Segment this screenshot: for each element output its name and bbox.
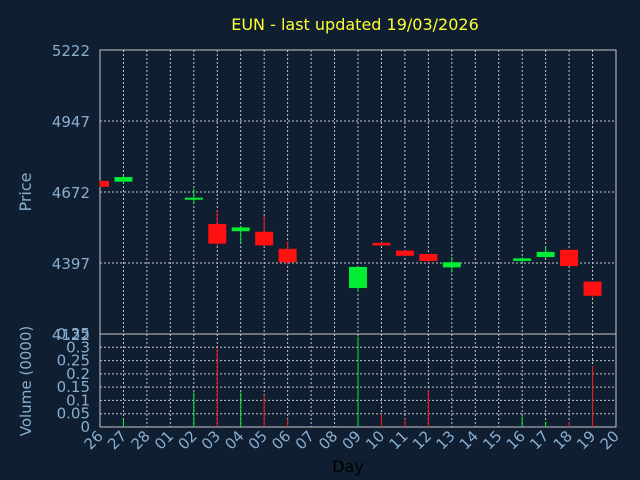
day-tick-label: 13 xyxy=(432,427,458,453)
day-tick-label: 09 xyxy=(339,427,365,453)
candle-down xyxy=(255,215,274,246)
candle-up xyxy=(536,246,555,259)
day-tick-label: 08 xyxy=(315,427,341,453)
volume-axis-ticks: 0.350.30.250.20.150.10.050 xyxy=(57,325,90,436)
candle-down xyxy=(419,253,438,264)
chart-title: EUN - last updated 19/03/2026 xyxy=(231,15,479,34)
day-tick-label: 18 xyxy=(550,427,576,453)
candle-body xyxy=(349,266,367,289)
volume-tick-label: 0.2 xyxy=(66,365,90,383)
candle-body xyxy=(208,224,227,244)
candle-body xyxy=(395,250,414,256)
day-tick-label: 19 xyxy=(573,427,599,453)
day-tick-label: 27 xyxy=(104,427,130,453)
candle-body xyxy=(114,177,133,182)
candle-body xyxy=(255,231,274,246)
day-tick-label: 14 xyxy=(456,427,482,453)
candle-down xyxy=(395,250,414,256)
candle-up xyxy=(114,175,133,184)
volume-tick-label: 0.25 xyxy=(57,352,90,370)
candle-down xyxy=(372,242,391,246)
day-tick-label: 05 xyxy=(245,427,271,453)
day-tick-label: 07 xyxy=(292,427,318,453)
day-tick-label: 15 xyxy=(479,427,505,453)
candle-body xyxy=(560,249,579,267)
day-tick-label: 16 xyxy=(503,427,529,453)
candlesticks xyxy=(99,175,602,299)
candle-body xyxy=(184,197,203,200)
candle-down xyxy=(278,241,297,265)
candle-body xyxy=(583,281,602,296)
candle-down xyxy=(208,210,227,247)
candle-down xyxy=(560,249,579,267)
day-tick-label: 12 xyxy=(409,427,435,453)
candle-body xyxy=(442,262,461,268)
volume-tick-label: 0.05 xyxy=(57,405,90,423)
volume-tick-label: 0.35 xyxy=(57,325,90,343)
day-tick-label: 17 xyxy=(526,427,552,453)
volume-tick-label: 0.3 xyxy=(66,338,90,356)
volume-tick-label: 0.1 xyxy=(66,391,90,409)
day-tick-label: 04 xyxy=(221,427,247,453)
candle-down xyxy=(99,180,109,187)
volume-tick-label: 0 xyxy=(80,418,90,436)
volume-bars xyxy=(122,336,594,427)
price-axis-label: Price xyxy=(16,172,35,211)
day-tick-label: 03 xyxy=(198,427,224,453)
day-tick-label: 10 xyxy=(362,427,388,453)
candle-body xyxy=(372,242,391,246)
day-axis-ticks: 2627280102030405060708091011121314151617… xyxy=(81,427,623,453)
price-tick-label: 4397 xyxy=(52,255,90,273)
day-tick-label: 06 xyxy=(268,427,294,453)
day-tick-label: 11 xyxy=(386,427,412,453)
candle-up xyxy=(513,257,532,264)
day-tick-label: 20 xyxy=(597,427,623,453)
day-tick-label: 28 xyxy=(128,427,154,453)
candle-body xyxy=(278,248,297,263)
candle-up xyxy=(231,226,250,243)
day-tick-label: 02 xyxy=(174,427,200,453)
volume-axis-label: Volume (0000) xyxy=(17,326,35,436)
candle-body xyxy=(536,251,555,258)
candle-body xyxy=(513,258,532,261)
price-axis-ticks: 5222 4947 4672 4397 4122 xyxy=(52,42,90,344)
candle-up xyxy=(349,266,367,292)
day-tick-label: 01 xyxy=(151,427,177,453)
candle-body xyxy=(100,180,109,187)
day-axis-label: Day xyxy=(332,457,364,476)
candle-up xyxy=(442,257,461,273)
candle-body xyxy=(419,253,438,261)
candle-up xyxy=(184,188,203,203)
price-tick-label: 4947 xyxy=(52,113,90,131)
volume-tick-label: 0.15 xyxy=(57,378,90,396)
price-tick-label: 4672 xyxy=(52,184,90,202)
price-tick-label: 5222 xyxy=(52,42,90,60)
candle-down xyxy=(583,281,602,299)
candle-body xyxy=(231,227,250,232)
price-tick-label: 4122 xyxy=(52,326,90,344)
